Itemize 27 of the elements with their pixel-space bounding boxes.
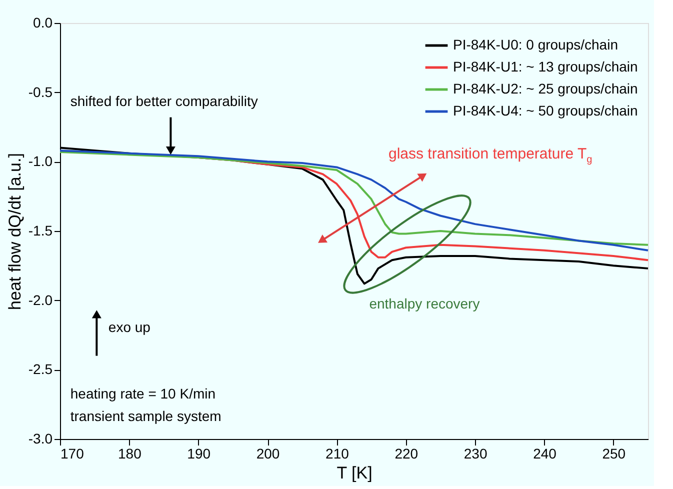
- legend-label: PI-84K-U0: 0 groups/chain: [453, 36, 618, 52]
- y-tick-label: -2.5: [28, 361, 53, 378]
- annotation: transient sample system: [70, 408, 222, 424]
- annotation: exo up: [108, 319, 151, 336]
- annotation: enthalpy recovery: [369, 295, 480, 312]
- x-tick-label: 180: [118, 446, 142, 462]
- x-tick-label: 210: [326, 446, 350, 462]
- x-tick-label: 240: [533, 446, 557, 462]
- x-axis-title: T [K]: [336, 464, 372, 482]
- x-tick-label: 230: [464, 446, 488, 462]
- x-tick-label: 220: [394, 446, 418, 462]
- legend-label: PI-84K-U1: ~ 13 groups/chain: [453, 58, 638, 74]
- annotation: heating rate = 10 K/min: [70, 386, 216, 402]
- annotation: shifted for better comparability: [70, 93, 258, 110]
- legend-label: PI-84K-U2: ~ 25 groups/chain: [453, 80, 638, 96]
- y-tick-label: -3.0: [28, 430, 53, 446]
- y-tick-label: 0.0: [33, 14, 53, 30]
- legend-label: PI-84K-U4: ~ 50 groups/chain: [453, 102, 638, 118]
- y-tick-label: -2.0: [28, 292, 53, 308]
- x-tick-label: 250: [602, 446, 626, 462]
- y-tick-label: -0.5: [28, 84, 53, 100]
- y-tick-label: -1.5: [28, 222, 53, 238]
- x-tick-label: 170: [60, 446, 84, 462]
- y-axis-title: heat flow dQ/dt [a.u.]: [5, 153, 24, 310]
- y-tick-label: -1.0: [28, 153, 53, 170]
- x-tick-label: 200: [256, 446, 280, 462]
- x-tick-label: 190: [187, 446, 211, 462]
